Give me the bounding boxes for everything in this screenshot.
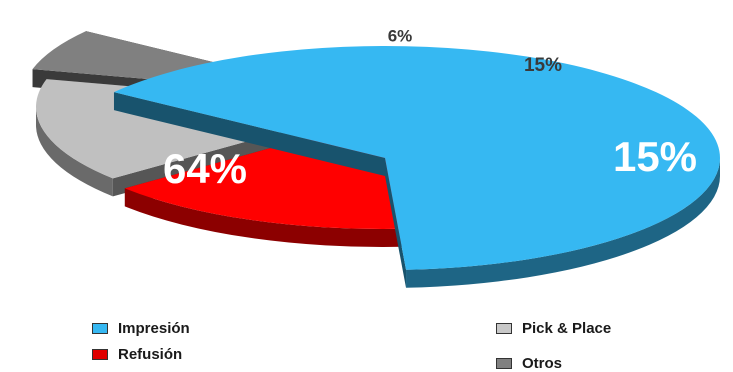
- legend-label-impresion: Impresión: [118, 320, 190, 337]
- legend-label-refusion: Refusión: [118, 346, 183, 363]
- legend-swatch-refusion: [92, 349, 108, 360]
- legend-label-pick-place: Pick & Place: [522, 320, 612, 337]
- legend-swatch-pick-place: [496, 323, 512, 334]
- legend-label-otros: Otros: [522, 355, 563, 372]
- legend-item-otros: Otros: [496, 355, 562, 372]
- legend-item-impresion: Impresión: [92, 320, 190, 337]
- pie-label-otros: 6%: [388, 26, 413, 45]
- legend-item-refusion: Refusión: [92, 346, 182, 363]
- pie-slice-impresi-n: [113, 46, 721, 288]
- legend-swatch-otros: [496, 358, 512, 369]
- pie-label-refusi-n: 15%: [613, 133, 697, 180]
- legend-item-pick-place: Pick & Place: [496, 320, 611, 337]
- legend-swatch-impresion: [92, 323, 108, 334]
- pie-label-impresi-n: 64%: [163, 145, 247, 192]
- pie-label-pick-place: 15%: [524, 55, 562, 76]
